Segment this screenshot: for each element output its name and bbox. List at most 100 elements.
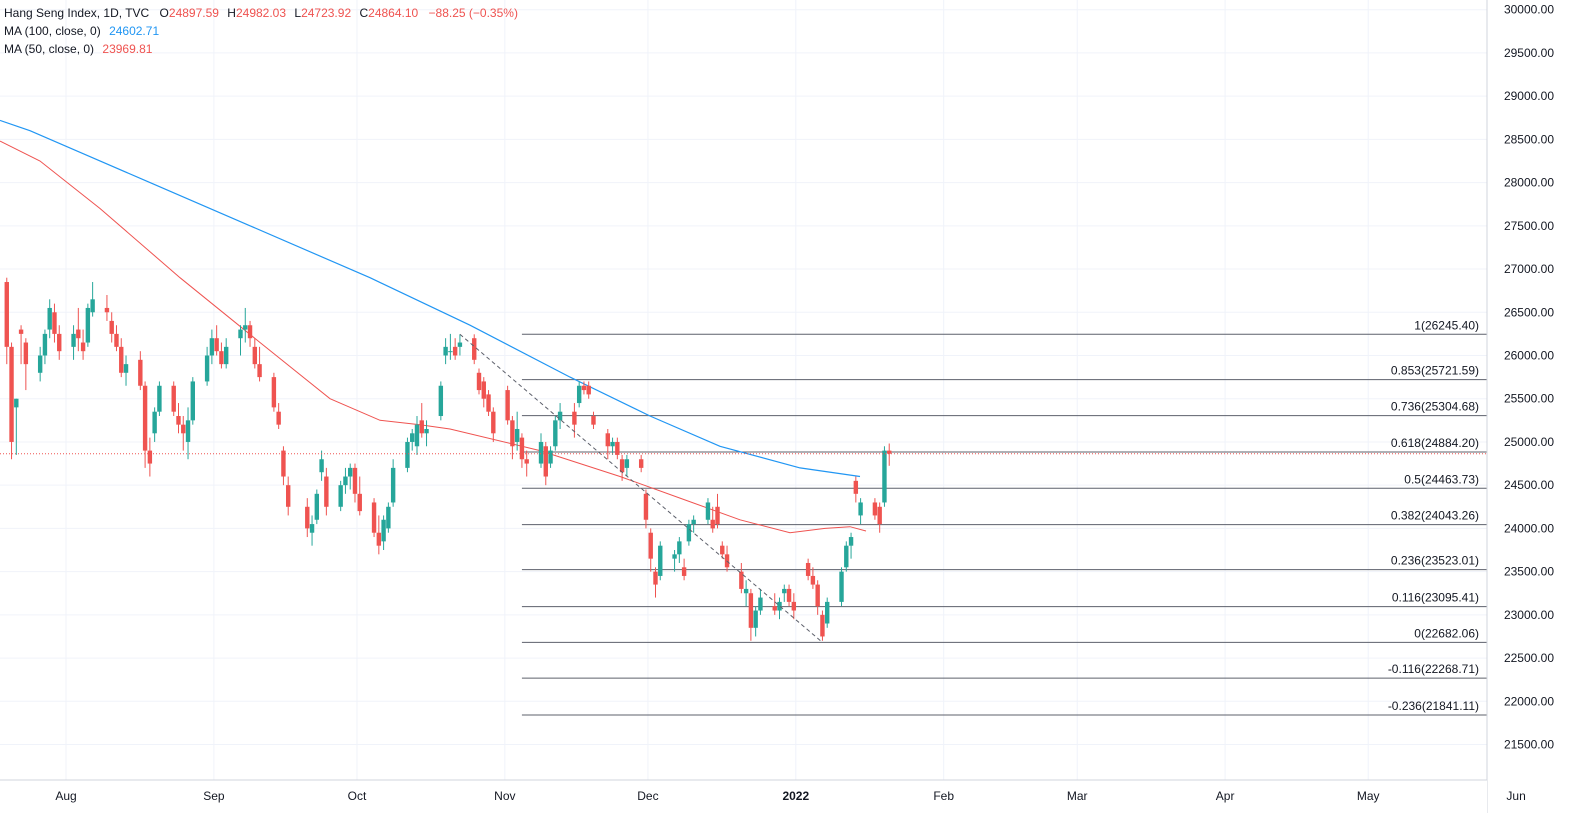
ma50-line xyxy=(0,140,867,534)
candle-body xyxy=(810,575,816,585)
candle-body xyxy=(576,385,582,404)
candle-up xyxy=(686,519,692,546)
chart-legend: Hang Seng Index, 1D, TVC O24897.59 H2498… xyxy=(4,4,518,58)
candle-body xyxy=(782,588,787,594)
candle-up xyxy=(514,411,520,451)
candle-body xyxy=(691,519,696,525)
price-tick-label: 22000.00 xyxy=(1504,694,1554,708)
candle-down xyxy=(786,584,792,607)
candle-body xyxy=(343,476,348,486)
candle-body xyxy=(390,467,396,503)
candle-up xyxy=(14,398,19,455)
legend-ma50-row[interactable]: MA (50, close, 0) 23969.81 xyxy=(4,40,518,58)
candle-up xyxy=(782,584,787,602)
candle-up xyxy=(47,299,52,339)
candle-down xyxy=(877,502,882,533)
legend-high-label: H xyxy=(227,6,236,20)
candle-body xyxy=(338,485,343,507)
time-axis[interactable]: Aug Sep Oct Nov Dec 2022 Feb Mar Apr May Jun xyxy=(0,779,1526,813)
candle-down xyxy=(724,545,730,572)
candle-body xyxy=(37,355,43,373)
fib-level-label: 0.5(24463.73) xyxy=(1404,472,1479,486)
price-tick-label: 25000.00 xyxy=(1504,435,1554,449)
candle-down xyxy=(591,411,596,429)
candle-body xyxy=(271,377,277,408)
candle-up xyxy=(557,403,563,429)
candle-body xyxy=(825,601,830,624)
price-tick-label: 26000.00 xyxy=(1504,349,1554,363)
candle-down xyxy=(247,320,253,347)
candle-body xyxy=(190,381,195,421)
candle-body xyxy=(424,428,429,434)
candle-body xyxy=(853,480,859,494)
candle-down xyxy=(715,493,720,529)
candle-body xyxy=(157,385,162,412)
candle-up xyxy=(190,377,195,425)
candle-down xyxy=(252,338,258,369)
candle-down xyxy=(23,338,29,391)
price-tick-label: 29000.00 xyxy=(1504,89,1554,103)
candle-body xyxy=(90,299,95,313)
candle-body xyxy=(47,307,52,330)
candle-down xyxy=(57,325,62,360)
candle-body xyxy=(748,593,754,628)
candle-down xyxy=(271,372,277,412)
candle-down xyxy=(214,325,219,356)
candle-body xyxy=(452,346,458,356)
candle-body xyxy=(538,441,544,464)
price-tick-label: 27500.00 xyxy=(1504,219,1554,233)
candle-body xyxy=(610,441,615,447)
candle-down xyxy=(257,346,262,382)
candle-down xyxy=(643,489,649,529)
candle-down xyxy=(481,377,486,408)
candle-body xyxy=(80,342,86,352)
legend-close-label: C xyxy=(359,6,369,20)
legend-symbol[interactable]: Hang Seng Index, 1D, TVC xyxy=(4,6,150,20)
candle-up xyxy=(152,407,157,442)
candle-body xyxy=(114,333,119,347)
price-tick-label: 23500.00 xyxy=(1504,565,1554,579)
candle-down xyxy=(543,441,548,486)
candle-down xyxy=(376,515,382,555)
candle-body xyxy=(209,338,215,356)
price-tick-label: 29500.00 xyxy=(1504,46,1554,60)
fibonacci-retracement[interactable]: 1(26245.40) 0.853(25721.59) 0.736(25304.68… xyxy=(521,318,1487,716)
candle-body xyxy=(491,411,496,434)
candle-up xyxy=(777,597,782,620)
legend-change: −88.25 (−0.35%) xyxy=(428,6,518,20)
candle-up xyxy=(548,446,553,468)
candle-body xyxy=(758,597,763,611)
candle-down xyxy=(452,338,458,360)
candle-body xyxy=(204,355,210,382)
candle-up xyxy=(677,537,682,563)
legend-ma100-row[interactable]: MA (100, close, 0) 24602.71 xyxy=(4,22,518,40)
candlesticks xyxy=(4,277,892,641)
time-tick-label: 2022 xyxy=(782,789,809,803)
candle-down xyxy=(138,351,143,391)
candle-up xyxy=(90,282,95,317)
fib-level-label: -0.236(21841.11) xyxy=(1388,699,1479,713)
legend-main-row: Hang Seng Index, 1D, TVC O24897.59 H2498… xyxy=(4,4,518,22)
candle-body xyxy=(548,450,553,464)
candle-down xyxy=(357,476,362,516)
time-tick-label: Oct xyxy=(348,789,367,803)
candle-body xyxy=(448,351,453,353)
candle-body xyxy=(848,537,854,546)
legend-open-label: O xyxy=(159,6,169,20)
candle-body xyxy=(9,346,14,442)
candle-body xyxy=(872,502,878,516)
candle-body xyxy=(238,329,243,339)
time-axis-bg xyxy=(0,780,1487,813)
candle-down xyxy=(572,403,577,438)
candle-body xyxy=(720,545,725,555)
candle-body xyxy=(591,416,596,425)
candle-body xyxy=(815,584,820,607)
price-axis[interactable]: 21500.00 22000.00 22500.00 23000.00 23500.00… xyxy=(1486,0,1572,813)
candle-up xyxy=(309,515,315,546)
candle-down xyxy=(181,416,186,451)
drawing-overlays[interactable] xyxy=(0,333,1487,643)
candle-body xyxy=(476,372,482,391)
candle-body xyxy=(658,545,663,576)
price-tick-label: 28500.00 xyxy=(1504,132,1554,146)
